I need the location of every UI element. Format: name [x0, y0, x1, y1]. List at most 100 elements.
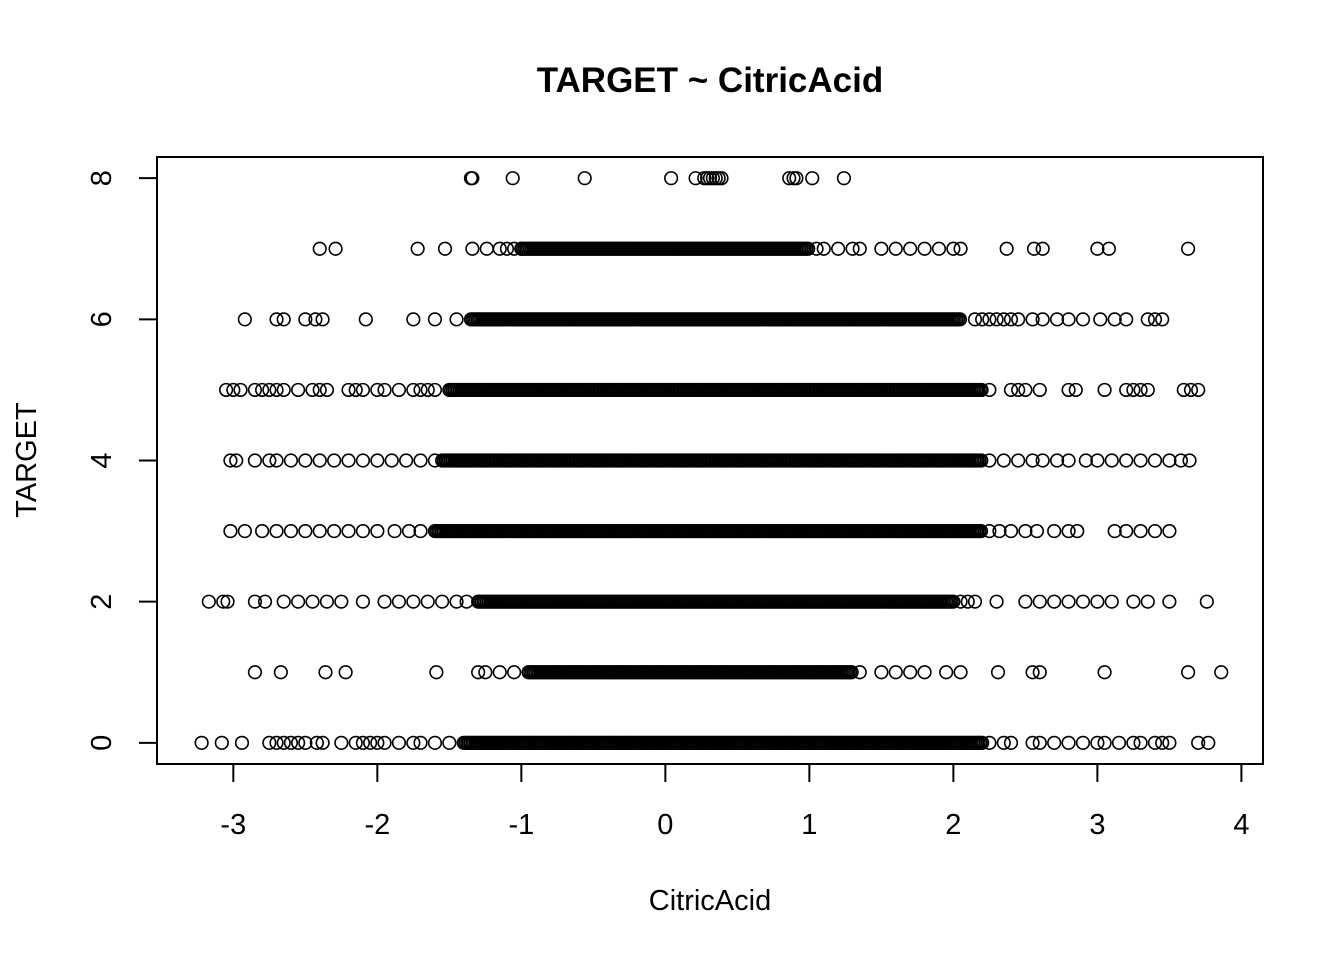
- point-row: [312, 241, 1196, 256]
- data-point: [341, 453, 356, 468]
- data-point: [903, 241, 918, 256]
- data-point: [370, 523, 385, 539]
- data-point: [1147, 312, 1163, 327]
- data-point: [1011, 312, 1026, 327]
- data-point: [1214, 665, 1229, 680]
- data-point: [1147, 735, 1163, 750]
- data-point: [229, 453, 244, 468]
- x-axis: -3 -2 -1 0 1 2 3 4: [220, 763, 1249, 841]
- data-point: [1003, 382, 1019, 398]
- data-point: [298, 453, 313, 468]
- data-point: [1025, 312, 1040, 327]
- data-point: [1061, 453, 1076, 468]
- data-point: [992, 523, 1007, 539]
- data-point: [1104, 453, 1119, 468]
- data-point: [1104, 594, 1119, 609]
- data-point: [1162, 735, 1177, 750]
- data-point: [1003, 735, 1019, 750]
- data-point: [355, 382, 371, 398]
- data-point: [334, 594, 349, 609]
- point-row: [201, 594, 1214, 609]
- y-tick-label: 6: [86, 311, 118, 327]
- data-point: [1026, 241, 1042, 256]
- data-point: [247, 453, 263, 468]
- data-point: [1047, 523, 1062, 539]
- data-point: [305, 382, 320, 398]
- data-point: [1070, 523, 1085, 539]
- data-point: [308, 312, 323, 327]
- data-point: [465, 171, 480, 186]
- data-point: [1025, 735, 1040, 750]
- data-point: [194, 735, 209, 750]
- data-point: [1182, 453, 1197, 468]
- data-point: [1018, 594, 1033, 609]
- data-point: [1011, 453, 1026, 468]
- data-point: [1075, 735, 1091, 750]
- data-point: [257, 594, 273, 609]
- data-point: [1119, 523, 1134, 539]
- data-point: [305, 594, 320, 609]
- data-point: [427, 312, 443, 327]
- data-point: [348, 382, 363, 398]
- data-point: [387, 523, 402, 539]
- data-point: [996, 735, 1011, 750]
- point-row: [463, 171, 852, 186]
- data-point: [888, 665, 903, 680]
- data-point: [953, 665, 968, 680]
- data-point: [427, 453, 443, 468]
- data-point: [449, 594, 464, 609]
- data-point: [377, 735, 392, 750]
- data-point: [989, 312, 1004, 327]
- data-point: [1119, 312, 1134, 327]
- data-point: [437, 241, 453, 256]
- data-point: [782, 171, 797, 186]
- data-point: [577, 171, 592, 186]
- data-point: [1111, 735, 1127, 750]
- data-point: [309, 735, 324, 750]
- data-point: [391, 735, 407, 750]
- data-point: [1162, 453, 1177, 468]
- data-point: [1003, 523, 1019, 539]
- data-point: [273, 665, 288, 680]
- data-point: [1049, 453, 1065, 468]
- data-point: [233, 382, 248, 398]
- data-point: [967, 312, 983, 327]
- data-point: [269, 382, 284, 398]
- data-point: [247, 665, 263, 680]
- data-point: [975, 312, 990, 327]
- data-point: [370, 735, 385, 750]
- data-point: [262, 382, 277, 398]
- data-point: [1035, 241, 1050, 256]
- chart-title: TARGET ~ CitricAcid: [537, 61, 883, 100]
- data-point: [1018, 382, 1033, 398]
- data-point: [1032, 382, 1047, 398]
- data-point: [341, 382, 356, 398]
- data-point: [1097, 665, 1112, 680]
- data-point: [255, 382, 270, 398]
- data-point: [429, 665, 444, 680]
- data-point: [406, 594, 421, 609]
- data-point: [355, 523, 371, 539]
- point-row: [194, 735, 1216, 750]
- data-point: [226, 382, 241, 398]
- data-point: [370, 382, 385, 398]
- data-point: [801, 241, 816, 256]
- data-point: [406, 312, 421, 327]
- data-point: [1126, 382, 1141, 398]
- data-point: [1018, 523, 1033, 539]
- data-point: [413, 453, 428, 468]
- data-point: [1140, 312, 1155, 327]
- data-point: [363, 735, 378, 750]
- x-tick-label: 1: [801, 809, 817, 841]
- data-point: [903, 665, 918, 680]
- data-point: [348, 735, 363, 750]
- data-point: [974, 453, 989, 468]
- data-point: [471, 665, 486, 680]
- data-point: [319, 594, 335, 609]
- point-row: [247, 665, 1229, 680]
- data-point: [844, 665, 859, 680]
- data-point: [401, 523, 417, 539]
- data-point: [1140, 382, 1155, 398]
- data-point: [874, 665, 889, 680]
- data-point: [1061, 735, 1076, 750]
